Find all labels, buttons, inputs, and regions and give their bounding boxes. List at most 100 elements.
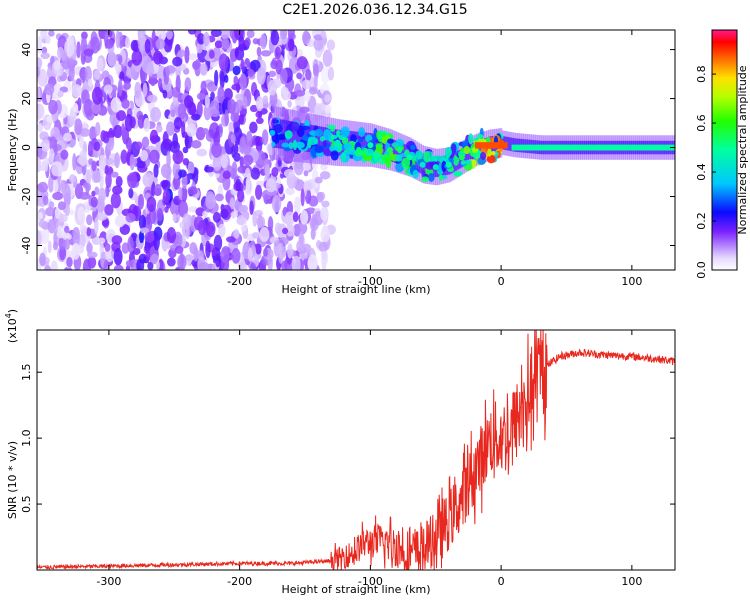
- ridge-flat: [511, 144, 675, 151]
- noise-blob: [196, 148, 208, 157]
- noise-blob: [161, 179, 171, 191]
- noise-blob: [218, 223, 226, 238]
- noise-blob: [154, 183, 162, 196]
- noise-blob: [166, 257, 176, 267]
- noise-blob: [72, 226, 80, 240]
- noise-blob: [50, 260, 59, 270]
- noise-blob: [260, 50, 272, 57]
- ridge-point: [302, 134, 309, 141]
- noise-blob: [150, 253, 159, 265]
- noise-blob: [115, 110, 127, 122]
- band-blob: [452, 154, 460, 166]
- band-core: [325, 127, 328, 155]
- noise-blob: [193, 246, 199, 262]
- band-blob: [421, 176, 429, 183]
- noise-blob: [72, 102, 79, 113]
- noise-blob: [123, 81, 131, 90]
- noise-blob: [233, 75, 239, 86]
- band-blob: [273, 123, 283, 134]
- noise-blob: [129, 154, 135, 171]
- noise-blob: [318, 241, 328, 253]
- noise-blob: [187, 161, 195, 176]
- noise-blob: [197, 33, 205, 45]
- noise-blob: [166, 226, 177, 244]
- noise-blob: [313, 75, 318, 90]
- noise-blob: [44, 265, 51, 270]
- x-tick-label: -300: [96, 275, 121, 288]
- noise-blob: [166, 30, 173, 40]
- band-blob: [375, 143, 384, 149]
- noise-blob: [143, 117, 150, 133]
- noise-blob: [57, 201, 66, 211]
- noise-blob: [231, 247, 241, 264]
- noise-blob: [172, 56, 183, 67]
- noise-blob: [98, 187, 106, 203]
- noise-blob: [178, 186, 183, 200]
- noise-blob: [324, 94, 332, 103]
- band-core: [362, 132, 366, 157]
- noise-blob: [178, 169, 187, 178]
- noise-blob: [37, 181, 49, 193]
- band-blob: [327, 124, 336, 130]
- band-core: [395, 141, 399, 164]
- spectrogram-frame: [36, 29, 676, 271]
- noise-blob: [256, 46, 262, 57]
- noise-blob: [104, 204, 114, 216]
- noise-blob: [255, 135, 261, 146]
- noise-blob: [69, 116, 75, 127]
- noise-blob: [314, 176, 323, 184]
- noise-blob: [259, 33, 267, 50]
- noise-blob: [188, 53, 197, 61]
- noise-blob: [121, 242, 130, 254]
- noise-blob: [296, 72, 303, 80]
- ridge-point: [334, 139, 341, 146]
- noise-blob: [139, 149, 149, 162]
- noise-blob: [39, 131, 49, 141]
- noise-blob: [220, 208, 229, 219]
- noise-blob: [242, 96, 248, 109]
- noise-blob: [138, 230, 145, 244]
- noise-blob: [205, 221, 216, 238]
- x-tick-label: 100: [621, 575, 642, 588]
- noise-blob: [48, 175, 54, 193]
- y-tick-label: 0: [20, 144, 33, 151]
- band-blob: [322, 140, 327, 148]
- band-blob: [314, 128, 323, 137]
- noise-blob: [97, 237, 106, 244]
- noise-blob: [285, 224, 295, 237]
- noise-blob: [57, 90, 64, 98]
- noise-blob: [314, 103, 323, 119]
- noise-blob: [274, 46, 282, 60]
- colorbar-frame: [711, 29, 738, 271]
- noise-blob: [232, 65, 241, 76]
- noise-blob: [215, 256, 221, 268]
- noise-blob: [153, 50, 163, 65]
- noise-blob: [125, 212, 136, 223]
- band-blob: [395, 154, 403, 162]
- noise-blob: [251, 232, 260, 239]
- noise-blob: [149, 129, 159, 145]
- noise-blob: [255, 184, 263, 200]
- noise-blob: [86, 242, 93, 254]
- ridge-point: [367, 142, 374, 149]
- noise-blob: [110, 192, 121, 209]
- band-blob: [336, 130, 341, 138]
- noise-blob: [137, 114, 145, 129]
- noise-blob: [112, 185, 123, 195]
- spectrogram-y-label: Frequency (Hz): [6, 109, 19, 192]
- noise-blob: [296, 221, 308, 235]
- noise-blob: [142, 172, 154, 188]
- band-core: [450, 154, 454, 174]
- band-core: [509, 137, 513, 151]
- noise-blob: [107, 51, 117, 67]
- band-blob: [438, 174, 443, 182]
- noise-blob: [95, 122, 101, 136]
- noise-blob: [53, 60, 61, 71]
- ridge-point: [432, 164, 439, 171]
- colorbar-tick-label: 0.8: [695, 65, 708, 83]
- band-blob: [468, 133, 474, 145]
- noise-blob: [96, 57, 104, 72]
- noise-blob: [182, 157, 190, 166]
- band-blob: [401, 157, 411, 169]
